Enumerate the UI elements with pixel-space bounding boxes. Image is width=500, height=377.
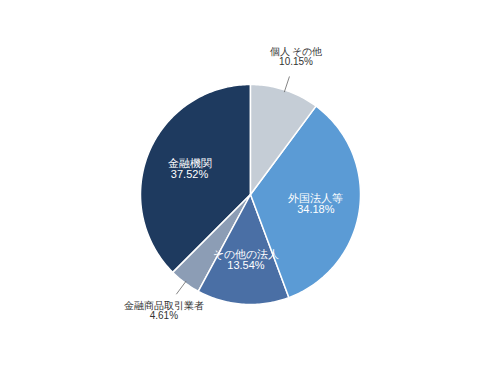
svg-text:金融商品取引業者4.61%: 金融商品取引業者4.61% — [124, 300, 204, 321]
svg-text:外国法人等34.18%: 外国法人等34.18% — [288, 192, 343, 215]
svg-text:個人 その他10.15%: 個人 その他10.15% — [270, 46, 323, 67]
svg-text:その他の法人13.54%: その他の法人13.54% — [213, 248, 279, 271]
svg-text:金融機関37.52%: 金融機関37.52% — [168, 157, 212, 180]
